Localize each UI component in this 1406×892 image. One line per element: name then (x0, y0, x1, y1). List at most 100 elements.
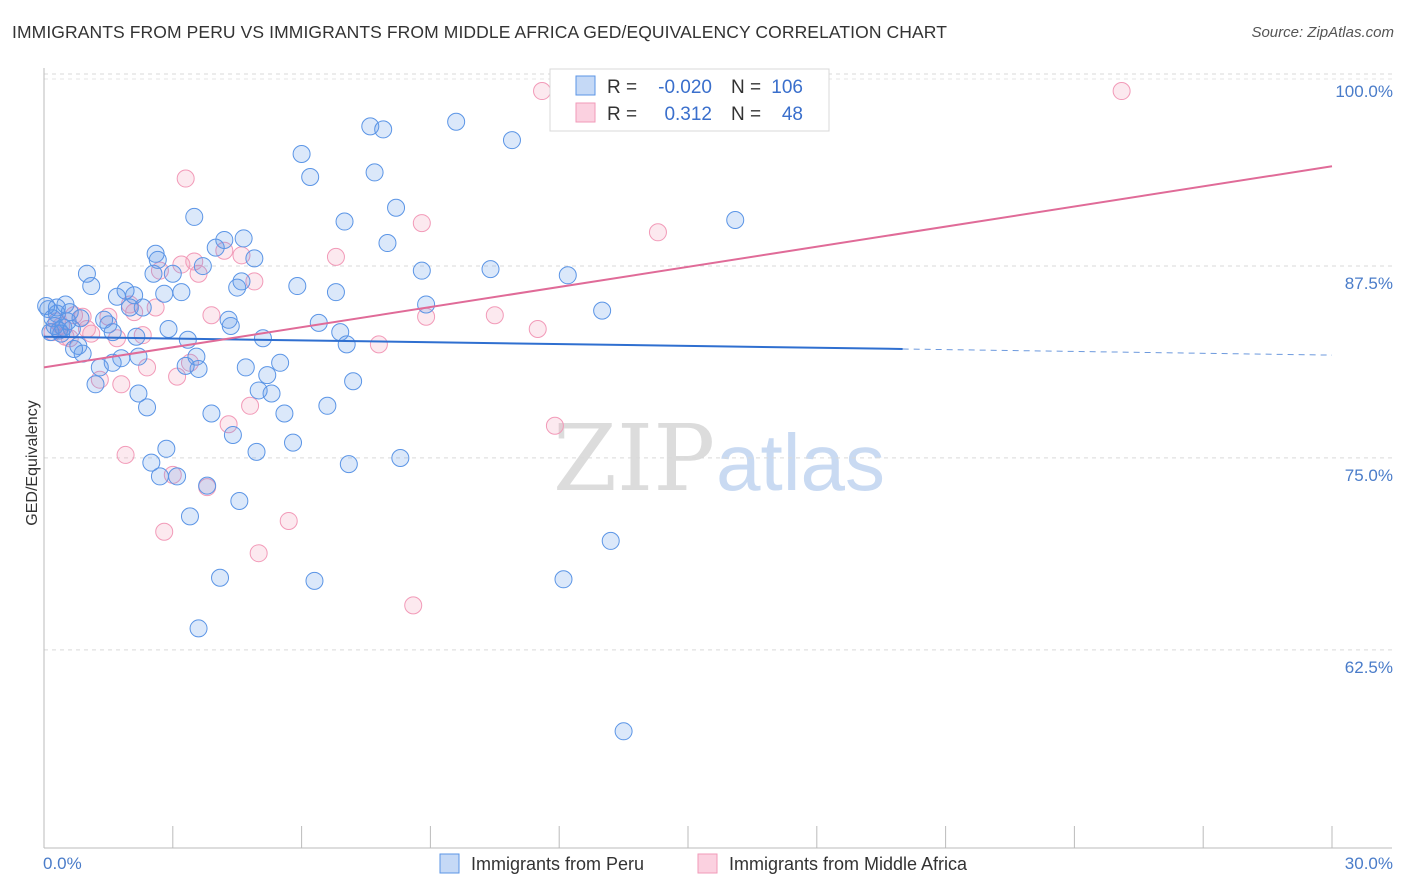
legend-r-value-peru: -0.020 (658, 77, 712, 98)
point-middle-africa (545, 416, 564, 435)
legend-n-label-peru: N = (731, 77, 761, 98)
point-peru (71, 309, 90, 328)
point-peru (185, 207, 204, 226)
point-peru (215, 230, 234, 249)
point-peru (387, 198, 406, 217)
point-middle-africa (112, 375, 131, 394)
point-peru (326, 283, 345, 302)
y-axis-label: GED/Equivalency (24, 400, 41, 525)
point-peru (221, 316, 240, 335)
point-peru (318, 396, 337, 415)
point-peru (247, 442, 266, 461)
point-middle-africa (533, 82, 552, 101)
point-peru (157, 439, 176, 458)
point-peru (144, 264, 163, 283)
point-peru (193, 257, 212, 276)
y-tick-label: 75.0% (1345, 466, 1393, 485)
point-peru (142, 453, 161, 472)
point-peru (258, 366, 277, 385)
point-peru (129, 347, 148, 366)
point-peru (271, 353, 290, 372)
point-peru (125, 286, 144, 305)
point-peru (155, 284, 174, 303)
point-peru (245, 249, 264, 268)
point-peru (232, 272, 251, 291)
point-peru (168, 467, 187, 486)
point-peru (344, 372, 363, 391)
point-peru (447, 112, 466, 131)
point-peru (211, 568, 230, 587)
point-middle-africa (485, 306, 504, 325)
series-peru-points (37, 112, 745, 741)
point-peru (288, 277, 307, 296)
point-middle-africa (202, 306, 221, 325)
point-peru (275, 404, 294, 423)
point-middle-africa (1112, 82, 1131, 101)
point-peru (189, 359, 208, 378)
point-peru (133, 298, 152, 317)
point-middle-africa (116, 445, 135, 464)
point-peru (148, 250, 167, 269)
point-peru (129, 384, 148, 403)
legend-r-label-peru: R = (607, 77, 637, 98)
point-peru (481, 260, 500, 279)
point-peru (292, 144, 311, 163)
point-peru (138, 398, 157, 417)
point-middle-africa (146, 298, 165, 317)
point-middle-africa (326, 247, 345, 266)
legend-r-label-africa: R = (607, 104, 637, 125)
point-middle-africa (155, 522, 174, 541)
y-tick-label: 87.5% (1345, 274, 1393, 293)
point-peru (337, 335, 356, 354)
source-label: Source: ZipAtlas.com (1251, 24, 1394, 41)
point-peru (391, 449, 410, 467)
point-middle-africa (279, 511, 298, 530)
point-middle-africa (369, 335, 388, 354)
point-peru (180, 507, 199, 526)
point-peru (301, 168, 320, 187)
point-middle-africa (249, 544, 268, 563)
point-middle-africa (219, 415, 238, 434)
point-peru (374, 120, 393, 139)
point-peru (150, 467, 169, 486)
point-peru (223, 425, 242, 444)
y-tick-label: 62.5% (1345, 658, 1393, 677)
point-peru (378, 234, 397, 253)
point-peru (37, 296, 56, 315)
axes (43, 68, 1392, 849)
point-peru (558, 266, 577, 285)
point-peru (172, 283, 191, 302)
point-peru (365, 163, 384, 182)
bottom-legend-swatch-africa (697, 853, 718, 874)
point-peru (305, 571, 324, 590)
point-middle-africa (412, 214, 431, 233)
legend-r-value-africa: 0.312 (664, 104, 712, 125)
stats-legend: R = -0.020 N = 106 R = 0.312 N = 48 (549, 68, 830, 132)
y-tick-label: 100.0% (1335, 82, 1393, 101)
point-peru (339, 455, 358, 474)
trend-line-peru-extension (902, 348, 1333, 356)
point-peru (614, 722, 633, 741)
point-peru (412, 261, 431, 280)
point-peru (82, 277, 101, 296)
point-middle-africa (176, 169, 195, 188)
point-middle-africa (241, 396, 260, 415)
x-tick-label-min: 0.0% (43, 854, 82, 873)
bottom-legend-swatch-peru (439, 853, 460, 874)
point-peru (335, 212, 354, 231)
trend-lines (43, 165, 1333, 369)
legend-n-label-africa: N = (731, 104, 761, 125)
point-peru (554, 570, 573, 589)
series-middle-africa-points (43, 82, 1131, 615)
point-peru (234, 229, 253, 248)
point-peru (159, 320, 178, 339)
series-legend: Immigrants from Peru Immigrants from Mid… (439, 853, 968, 874)
point-middle-africa (82, 324, 101, 343)
point-middle-africa (648, 223, 667, 242)
legend-box (549, 68, 830, 132)
point-peru (601, 531, 620, 550)
watermark-atlas: atlas (716, 418, 885, 507)
point-peru (127, 327, 146, 346)
point-peru (202, 404, 221, 423)
